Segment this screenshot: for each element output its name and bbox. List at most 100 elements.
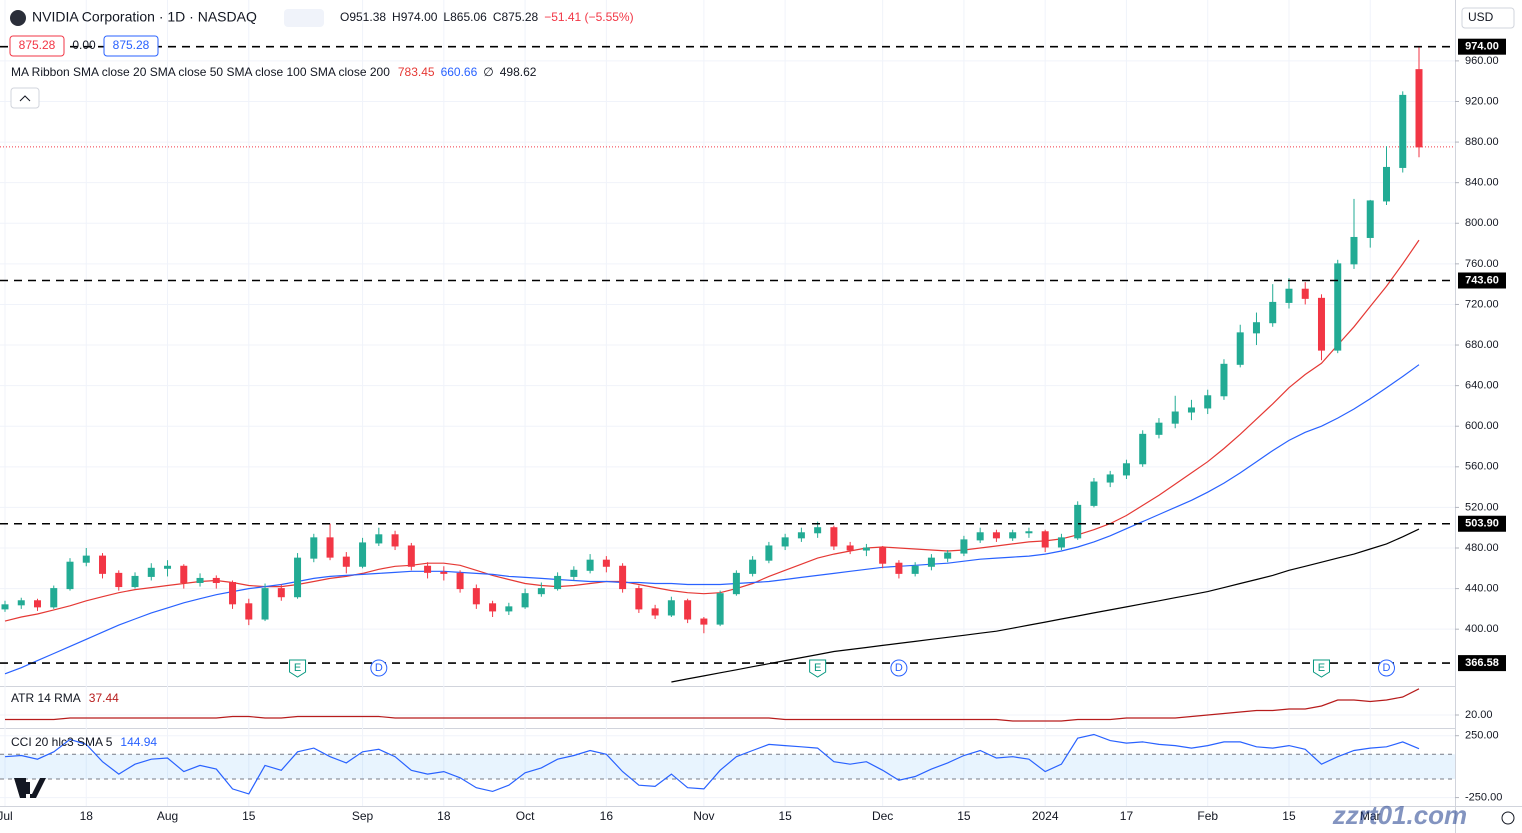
event-label: D [895,662,903,674]
ma-line [4,239,1420,622]
ohlc-value: C875.28 [493,10,539,24]
candle-body [602,559,610,567]
candle-body [1,604,9,610]
settings-icon[interactable] [1501,811,1515,825]
candle-body [1057,537,1065,548]
ohlc-value: −51.41 (−5.55%) [544,10,633,24]
x-tick-label: Jul [0,809,13,823]
candle-body [310,537,318,559]
collapse-button[interactable] [10,87,40,109]
bid-box[interactable] [9,35,65,57]
spread: 0.00 [72,38,96,52]
y-tick-label: 760.00 [1465,258,1499,270]
candle-body [684,600,692,620]
candle-body [456,572,464,590]
level-label-box [1458,38,1506,55]
candle-body [375,534,383,544]
y-tick-label: 20.00 [1465,709,1493,721]
candle-body [1301,288,1309,299]
x-tick-label: Feb [1197,809,1218,823]
candle-body [651,608,659,616]
candle-body [17,600,25,606]
candle-body [359,542,367,567]
candle-body [115,572,123,588]
candle-body [196,577,204,584]
grid [0,0,1455,806]
event-label: D [375,662,383,674]
x-tick-label: Mar [1360,809,1381,823]
candle-body [1236,332,1244,365]
ohlc-value: L865.06 [443,10,487,24]
atr-value: 37.44 [89,691,119,705]
y-tick-label: 480.00 [1465,542,1499,554]
event-icon [1312,659,1330,678]
candle-body [895,562,903,574]
candle-body [635,588,643,610]
candle-body [944,552,952,559]
candle-body [960,539,968,554]
y-tick-label: 880.00 [1465,136,1499,148]
candle-body [749,559,757,574]
candle-body [586,559,594,571]
candle-body [814,527,822,534]
y-tick-label: 840.00 [1465,177,1499,189]
candle-body [1285,288,1293,303]
candle-body [537,588,545,595]
candle-body [1204,395,1212,409]
x-tick-label: 15 [242,809,256,823]
candle-body [976,532,984,541]
y-tick-label: 440.00 [1465,582,1499,594]
currency: USD [1468,10,1494,24]
level-label-box [1458,272,1506,289]
x-tick-label: Aug [157,809,178,823]
candle-body [261,588,269,620]
ask-box[interactable] [103,35,159,57]
event-label: E [294,662,301,674]
candle-body [294,557,302,598]
candle-body [1171,411,1179,424]
y-tick-label: 600.00 [1465,420,1499,432]
ma-line [671,528,1420,683]
candle-body [391,534,399,547]
cci-band-fill [0,754,1455,780]
x-tick-label: 18 [437,809,451,823]
candle-body [619,565,627,590]
candle-body [911,565,919,574]
candle-body [927,557,935,567]
candle-body [407,545,415,567]
ma-legend-title: MA Ribbon SMA close 20 SMA close 50 SMA … [11,65,390,79]
x-tick-label: 15 [778,809,792,823]
candle-body [1009,532,1017,539]
candle-body [700,618,708,625]
event-icon [370,659,388,677]
candle-body [50,588,58,608]
y-tick-label: 400.00 [1465,623,1499,635]
candle-body [797,532,805,539]
y-tick-label: 520.00 [1465,501,1499,513]
candle-body [34,600,42,608]
candle-body [1252,322,1260,334]
y-tick-label: 640.00 [1465,380,1499,392]
candle-body [830,527,838,547]
candle-body [326,537,334,558]
event-label: E [814,662,821,674]
x-tick-label: 16 [600,809,614,823]
candle-body [570,569,578,577]
currency-box[interactable] [1461,7,1515,29]
y-tick-label: 560.00 [1465,461,1499,473]
candle-body [879,547,887,564]
candle-body [1269,301,1277,324]
atr-title: ATR 14 RMA [11,691,81,705]
event-icon [809,659,827,678]
level-label: 503.90 [1465,518,1499,530]
candle-body [521,593,529,608]
x-tick-label: Dec [872,809,893,823]
x-tick-label: 18 [80,809,94,823]
event-icon [1377,659,1395,677]
compare-button[interactable] [284,9,324,27]
event-label: D [1383,662,1391,674]
candle-body [732,572,740,595]
y-tick-label: 720.00 [1465,298,1499,310]
candle-body [1106,474,1114,483]
candle-body [1220,363,1228,397]
